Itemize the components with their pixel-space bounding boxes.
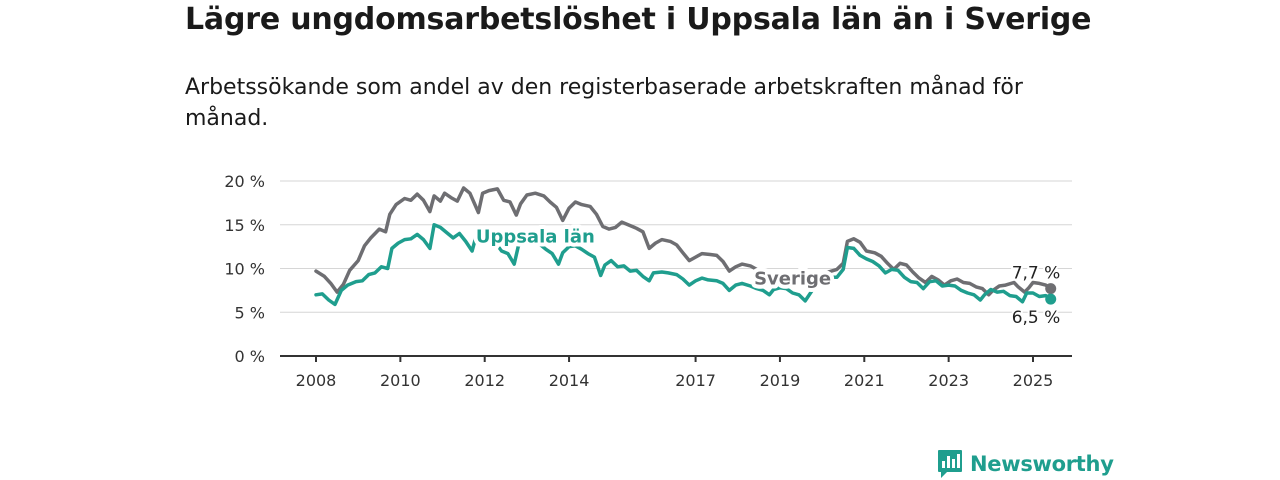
x-tick-label: 2014 (549, 371, 590, 390)
newsworthy-logo: Newsworthy (937, 449, 1114, 479)
series-annotation-label: Sverige (754, 268, 831, 289)
y-axis-ticks: 0 % 5 % 10 % 15 % 20 % (224, 172, 265, 366)
newsworthy-logo-text: Newsworthy (970, 452, 1114, 476)
y-tick-label: 20 % (224, 172, 265, 191)
series-lines (314, 186, 1057, 307)
x-tick-label: 2023 (928, 371, 969, 390)
chart-subtitle: Arbetssökande som andel av den registerb… (185, 75, 1023, 131)
line-chart: 0 %5 %10 %15 %20 % 2008 2010 2012 2014 2017 2… (224, 172, 1072, 390)
x-tick-label: 2012 (464, 371, 505, 390)
x-tick-label: 2008 (296, 371, 337, 390)
y-tick-label: 15 % (224, 216, 265, 235)
series-labels: 7,7 % 6,5 % Uppsala län Sverige (472, 222, 1062, 330)
series-end-label: 7,7 % (1012, 264, 1061, 284)
x-axis: 2008 2010 2012 2014 2017 2019 2021 2023 2025 (280, 355, 1072, 390)
x-tick-label: 2017 (675, 371, 716, 390)
x-tick-label: 2010 (380, 371, 421, 390)
series-line-uppsala (314, 223, 1053, 307)
series-end-point (1045, 283, 1057, 295)
series-end-point (1045, 293, 1057, 305)
x-tick-label: 2025 (1013, 371, 1054, 390)
y-tick-label: 5 % (235, 303, 265, 322)
grid-lines (280, 180, 1072, 313)
chart-title: Lägre ungdomsarbetslöshet i Uppsala län … (185, 2, 1092, 37)
y-tick-label: 10 % (224, 260, 265, 279)
series-annotation-label: Uppsala län (476, 226, 595, 247)
newsworthy-logo-icon (938, 450, 962, 478)
x-tick-label: 2019 (760, 371, 801, 390)
series-end-label: 6,5 % (1012, 308, 1061, 328)
x-tick-label: 2021 (844, 371, 885, 390)
series-line-sverige (314, 186, 1053, 297)
y-tick-label: 0 % (235, 347, 265, 366)
